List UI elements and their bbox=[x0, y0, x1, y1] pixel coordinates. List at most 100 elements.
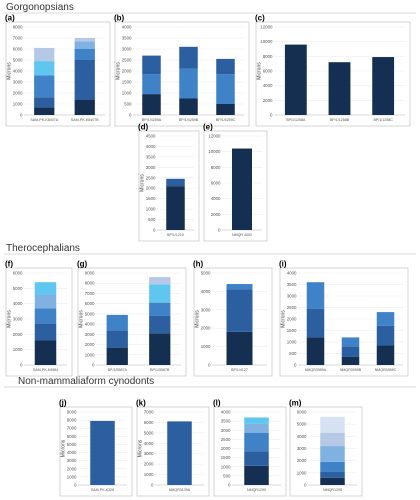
chart-panel: (k) 0 1000 2000 3000 4000 5000 6000 7000 Microns N… bbox=[136, 399, 210, 497]
bar-segment bbox=[90, 420, 115, 485]
y-tick-label: 0 bbox=[92, 363, 95, 368]
bar-segment bbox=[226, 289, 253, 332]
y-tick-label: 5000 bbox=[85, 311, 95, 316]
bar-segment bbox=[244, 417, 269, 424]
bar-segment bbox=[34, 308, 57, 324]
x-tick-label: BP/1/4259A bbox=[142, 118, 162, 122]
bar-segment bbox=[320, 432, 345, 447]
bar-segment bbox=[179, 46, 198, 69]
y-tick-label: 0 bbox=[270, 113, 273, 118]
y-tick-label: 3000 bbox=[144, 451, 154, 456]
bar-segment bbox=[306, 337, 325, 365]
bar-segment bbox=[142, 55, 161, 75]
y-tick-label: 0 bbox=[20, 113, 23, 118]
panel-label: (f) bbox=[5, 260, 13, 269]
panel-label: (g) bbox=[77, 260, 88, 269]
x-tick-label: NMQR3959B bbox=[340, 368, 362, 372]
x-tick-label: SAM-PK-K8407B bbox=[71, 118, 99, 122]
y-tick-label: 5000 bbox=[13, 286, 23, 291]
bar-segment bbox=[232, 148, 252, 230]
y-tick-label: 8000 bbox=[211, 165, 221, 170]
y-axis-label: Microns bbox=[281, 310, 287, 328]
y-tick-label: 3000 bbox=[13, 80, 23, 85]
y-tick-label: 8000 bbox=[263, 54, 273, 59]
y-tick-label: 2000 bbox=[13, 332, 23, 337]
y-tick-label: 9000 bbox=[67, 410, 77, 415]
bar-segment bbox=[376, 325, 395, 346]
chart-panel: (f) 0 1000 2000 3000 4000 5000 6000 Microns SAM-P… bbox=[5, 260, 73, 377]
y-axis-label: Microns bbox=[140, 174, 146, 192]
y-tick-label: 4000 bbox=[122, 25, 132, 30]
panel-label: (b) bbox=[114, 14, 125, 23]
y-tick-label: 2000 bbox=[67, 466, 77, 471]
y-tick-label: 3500 bbox=[122, 36, 132, 41]
bar-segment bbox=[106, 314, 128, 331]
y-tick-label: 6000 bbox=[13, 47, 23, 52]
y-tick-label: 0 bbox=[294, 363, 297, 368]
x-tick-label: NMQR3959A bbox=[305, 368, 327, 372]
y-axis-label: Microns bbox=[257, 62, 263, 80]
bar-segment bbox=[328, 62, 351, 115]
y-tick-label: 1000 bbox=[221, 464, 231, 469]
x-tick-label: BP/1/4127 bbox=[231, 368, 248, 372]
y-tick-label: 2000 bbox=[201, 326, 211, 331]
y-tick-label: 1000 bbox=[13, 347, 23, 352]
bar-segment bbox=[34, 294, 57, 309]
y-tick-label: 10000 bbox=[208, 149, 221, 154]
bar-segment bbox=[226, 284, 253, 290]
bar-segment bbox=[320, 477, 345, 485]
y-tick-label: 2000 bbox=[211, 212, 221, 217]
bar-segment bbox=[74, 38, 95, 42]
x-tick-label: BP/1/1258C bbox=[373, 118, 393, 122]
x-tick-label: SAM-PK-K8407A bbox=[30, 118, 58, 122]
y-tick-label: 1000 bbox=[146, 207, 156, 212]
y-tick-label: 4000 bbox=[221, 410, 231, 415]
y-tick-label: 5000 bbox=[144, 430, 154, 435]
panel-label: (e) bbox=[203, 123, 213, 132]
bar-segment bbox=[179, 68, 198, 99]
chart-panel: (e) 0 2000 4000 6000 8000 10000 12000 NMQR 4000 bbox=[203, 123, 268, 242]
bar-segment bbox=[149, 333, 171, 365]
y-tick-label: 3000 bbox=[13, 317, 23, 322]
bar-segment bbox=[74, 49, 95, 60]
x-tick-label: NMQR3139A bbox=[169, 488, 191, 492]
bar-segment bbox=[244, 451, 269, 466]
bar-segment bbox=[372, 57, 395, 115]
bar-segment bbox=[34, 340, 57, 365]
y-axis-label: Microns bbox=[7, 310, 13, 328]
bar-segment bbox=[244, 432, 269, 452]
panel-label: (j) bbox=[59, 399, 67, 408]
y-tick-label: 2500 bbox=[221, 437, 231, 442]
y-tick-label: 1500 bbox=[287, 328, 297, 333]
bar-segment bbox=[320, 461, 345, 472]
y-tick-label: 2500 bbox=[287, 305, 297, 310]
bar-segment bbox=[149, 302, 171, 316]
bar-segment bbox=[341, 337, 360, 347]
x-tick-label: BP/1/5587A bbox=[108, 368, 128, 372]
bar-segment bbox=[216, 74, 235, 104]
bar-segment bbox=[320, 416, 345, 433]
y-tick-label: 2000 bbox=[287, 317, 297, 322]
chart-panel: (c) 0 2000 4000 6000 8000 10000 12000 Microns BP/… bbox=[255, 14, 411, 127]
y-tick-label: 6000 bbox=[67, 434, 77, 439]
y-tick-label: 4000 bbox=[67, 450, 77, 455]
y-axis-label: Microns bbox=[79, 310, 85, 328]
y-tick-label: 1000 bbox=[201, 344, 211, 349]
y-tick-label: 6000 bbox=[13, 271, 23, 276]
y-tick-label: 6000 bbox=[297, 410, 307, 415]
y-tick-label: 0 bbox=[20, 363, 23, 368]
y-tick-label: 1000 bbox=[287, 340, 297, 345]
y-tick-label: 4000 bbox=[287, 271, 297, 276]
bar-segment bbox=[34, 282, 57, 295]
bar-segment bbox=[167, 421, 192, 485]
bar-segment bbox=[320, 446, 345, 462]
bar-segment bbox=[34, 107, 55, 115]
y-axis-label: Microns bbox=[61, 439, 67, 457]
x-tick-label: BP/1/1258B bbox=[330, 118, 350, 122]
y-tick-label: 4000 bbox=[144, 441, 154, 446]
y-tick-label: 2000 bbox=[85, 342, 95, 347]
y-tick-label: 6000 bbox=[85, 301, 95, 306]
y-tick-label: 3500 bbox=[287, 282, 297, 287]
y-tick-label: 4000 bbox=[201, 289, 211, 294]
